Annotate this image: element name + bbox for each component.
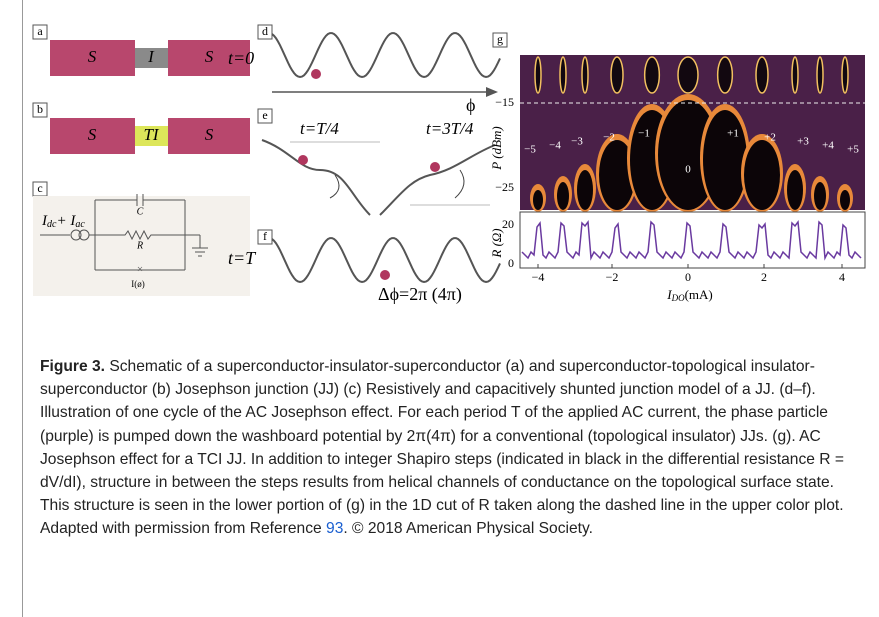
reference-link[interactable]: 93 [326, 520, 343, 537]
axis-label: ϕ [466, 95, 475, 115]
s-label: S [205, 47, 214, 66]
step-label: +3 [797, 136, 809, 148]
step-label: −3 [571, 136, 583, 148]
lobe [814, 182, 826, 210]
x-tick-label: −2 [606, 270, 619, 284]
x-tick-label: 2 [761, 270, 767, 284]
r-plot [520, 212, 865, 268]
s-label: S [88, 125, 97, 144]
tongue [611, 57, 623, 93]
s-label: S [88, 47, 97, 66]
caption-text: Schematic of a superconductor-insulator-… [40, 358, 844, 537]
phase-particle [380, 270, 390, 280]
panel-label: e [262, 108, 267, 122]
source-i: + I [56, 213, 76, 229]
page: a S I S b S TI S c × Idc+ Iac C R I(ø) d… [0, 0, 879, 617]
phase-particle [311, 69, 321, 79]
y2-label: R (Ω) [489, 228, 504, 258]
step-label: −1 [638, 128, 650, 140]
panel-label: d [262, 24, 268, 38]
caption-end: . © 2018 American Physical Society. [343, 520, 593, 537]
phase-particle [298, 155, 308, 165]
phase-particle [430, 162, 440, 172]
tongue [842, 57, 848, 93]
tongue [718, 57, 733, 93]
tongue [582, 57, 588, 93]
motion-arrow [455, 170, 464, 198]
lobe [533, 190, 543, 210]
step-label: +5 [847, 144, 859, 156]
x-tick-label: −4 [532, 270, 545, 284]
x-tick-label: 0 [685, 270, 691, 284]
phase-step: Δϕ=2π (4π) [378, 284, 462, 305]
lobe [787, 170, 803, 210]
junction-x: × [137, 264, 143, 276]
y-tick-label: −15 [495, 95, 514, 109]
step-label: −5 [524, 144, 536, 156]
y-tick-label: −25 [495, 180, 514, 194]
panel-label: c [37, 181, 42, 195]
lobe [744, 140, 780, 210]
panel-label: g [497, 32, 503, 46]
tongue [756, 57, 768, 93]
source-sub: ac [75, 219, 85, 230]
washboard [262, 140, 370, 215]
step-label: +4 [822, 140, 834, 152]
lobe [703, 110, 747, 210]
x-label: IDO(mA) [666, 287, 713, 303]
tongue [645, 57, 660, 93]
lobe [557, 182, 569, 210]
panel-label: b [37, 102, 43, 116]
y-label: P (dBm) [489, 126, 504, 170]
y2-tick-label: 0 [508, 256, 514, 270]
panel-label: f [263, 229, 267, 243]
step-label: +1 [727, 128, 739, 140]
time-label: t=T [228, 248, 257, 268]
color-plot [520, 55, 865, 212]
step-label: 0 [685, 164, 691, 176]
s-label: S [205, 125, 214, 144]
tongue [535, 57, 541, 93]
capacitor-label: C [137, 206, 144, 217]
motion-arrow [330, 175, 339, 198]
time-label: t=3T/4 [426, 119, 474, 138]
step-label: +2 [764, 132, 776, 144]
time-label: t=T/4 [300, 119, 339, 138]
resistor-label: R [136, 240, 143, 251]
ti-label: TI [143, 125, 159, 144]
lobe [577, 170, 593, 210]
tongue [560, 57, 566, 93]
x-label-sub: DO [671, 293, 685, 303]
tongue [678, 57, 698, 93]
step-label: −4 [549, 140, 561, 152]
time-label: t=0 [228, 48, 254, 68]
figure: a S I S b S TI S c × Idc+ Iac C R I(ø) d… [0, 0, 879, 330]
junction-label: I(ø) [131, 279, 145, 289]
tongue [817, 57, 823, 93]
x-label-unit: (mA) [685, 287, 713, 302]
caption: Figure 3. Schematic of a superconductor-… [40, 355, 860, 541]
panel-label: a [37, 24, 43, 38]
washboard [272, 33, 500, 77]
step-label: −2 [603, 132, 615, 144]
tongue [792, 57, 798, 93]
caption-label: Figure 3. [40, 358, 105, 375]
x-tick-label: 4 [839, 270, 845, 284]
lobe [840, 190, 850, 210]
